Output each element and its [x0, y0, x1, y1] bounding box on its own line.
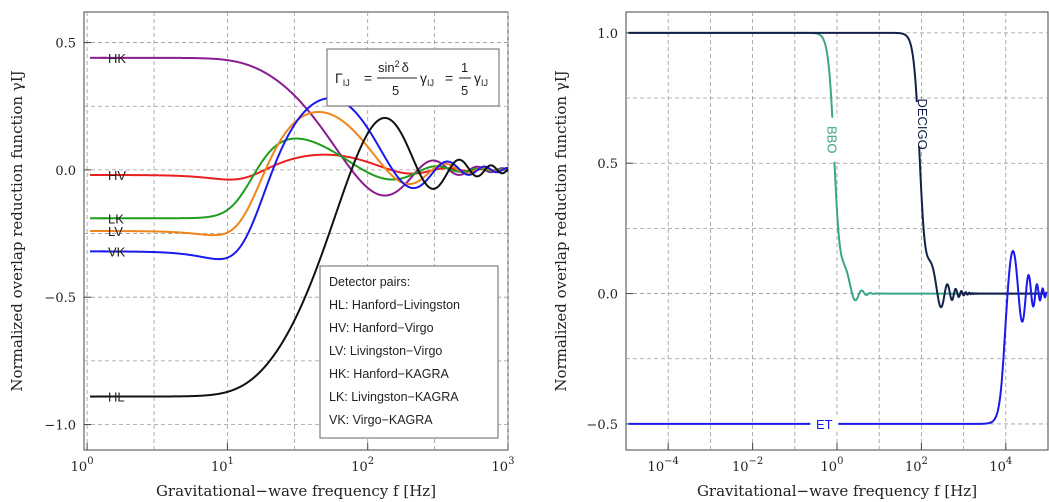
series-line-et [628, 250, 1048, 425]
formula-gamma2: γ [474, 70, 481, 86]
right-gridlines [626, 12, 1048, 450]
left-y-tick-label: −0.5 [44, 291, 76, 306]
left-x-tick-label: 101 [211, 456, 234, 475]
formula-eq2: = [445, 70, 453, 86]
formula-lhs: Γ [335, 70, 343, 86]
formula-num2: 1 [461, 60, 468, 75]
left-axis-ticks: 100 101 102 103 0.5 0.0 −0.5 −1.0 [44, 37, 514, 475]
right-y-tick-label: 0.0 [597, 288, 618, 303]
series-line-lk [100, 137, 509, 220]
left-y-tick-label: −1.0 [44, 419, 76, 434]
formula-delta: δ [402, 60, 409, 75]
right-chart: 10−4 10−2 100 102 104 1.0 0.5 0.0 −0.5 BBO DECIGO… [552, 11, 1049, 500]
formula-gamma1: γ [420, 70, 427, 86]
right-x-axis-label: Gravitational−wave frequency f [Hz] [697, 482, 977, 500]
left-x-tick-label: 103 [492, 456, 515, 475]
right-y-tick-label: −0.5 [586, 418, 618, 433]
series-label-decigo: DECIGO [915, 98, 930, 149]
series-label-hl: HL [108, 390, 125, 405]
right-series-labels: BBO DECIGO ET [810, 98, 931, 432]
series-label-bg-decigo [912, 102, 931, 147]
right-x-tick-label: 10−2 [732, 456, 763, 475]
series-line-hl [100, 116, 509, 398]
left-x-tick-label: 100 [71, 456, 94, 475]
legend-entry-vk: VK: Virgo−KAGRA [329, 413, 433, 427]
formula-box: ΓIJ = sin2 δ 5 γIJ = 1 5 γIJ [326, 48, 500, 107]
series-line-hk [100, 56, 509, 197]
svg-text:ΓIJ: ΓIJ [335, 70, 350, 88]
right-x-tick-label: 102 [905, 456, 928, 475]
legend-title: Detector pairs: [329, 275, 410, 289]
series-line-hv [100, 153, 509, 181]
formula-den1: 5 [392, 83, 399, 98]
series-label-bg-bbo [821, 117, 840, 162]
right-y-tick-label: 0.5 [597, 157, 618, 172]
series-label-et: ET [816, 417, 833, 432]
left-y-tick-label: 0.0 [55, 164, 76, 179]
right-x-tick-label: 100 [821, 456, 844, 475]
right-x-tick-label: 10−4 [648, 456, 679, 475]
left-x-axis-label: Gravitational−wave frequency f [Hz] [156, 482, 436, 500]
legend-entry-hv: HV: Hanford−Virgo [329, 321, 434, 335]
legend-entry-hk: HK: Hanford−KAGRA [329, 367, 450, 381]
series-label-bbo: BBO [825, 126, 840, 153]
svg-text:γIJ: γIJ [474, 70, 488, 88]
right-y-tick-label: 1.0 [597, 27, 618, 42]
series-label-hk: HK [108, 51, 126, 66]
legend-entry-lv: LV: Livingston−Virgo [329, 344, 442, 358]
formula-gamma1-sub: IJ [427, 78, 434, 88]
formula-gamma2-sub: IJ [481, 78, 488, 88]
series-label-hv: HV [108, 168, 126, 183]
legend-entry-hl: HL: Hanford−Livingston [329, 298, 460, 312]
series-label-bg-et [810, 415, 839, 432]
formula-lhs-sub: IJ [343, 78, 350, 88]
right-x-tick-label: 104 [989, 456, 1012, 475]
left-series-lines [100, 56, 509, 398]
series-label-lv: LV [108, 224, 123, 239]
legend-entry-lk: LK: Livingston−KAGRA [329, 390, 459, 404]
formula-sup: 2 [395, 59, 400, 69]
left-y-tick-label: 0.5 [55, 37, 76, 52]
series-label-vk: VK [108, 244, 126, 259]
formula-eq1: = [364, 70, 372, 86]
left-y-axis-label: Normalized overlap reduction function γI… [8, 70, 26, 391]
right-axis-ticks: 10−4 10−2 100 102 104 1.0 0.5 0.0 −0.5 [586, 27, 1012, 475]
series-line-decigo [628, 31, 1047, 309]
legend-box: Detector pairs: HL: Hanford−Livingston H… [319, 265, 499, 439]
right-y-axis-label: Normalized overlap reduction function γI… [552, 70, 570, 391]
svg-text:γIJ: γIJ [420, 70, 434, 88]
series-line-bbo [628, 31, 1047, 302]
formula-den2: 5 [461, 83, 468, 98]
formula-sin: sin [378, 60, 395, 75]
left-x-tick-label: 102 [351, 456, 374, 475]
series-line-vk [100, 97, 509, 261]
series-label-lk: LK [108, 211, 124, 226]
